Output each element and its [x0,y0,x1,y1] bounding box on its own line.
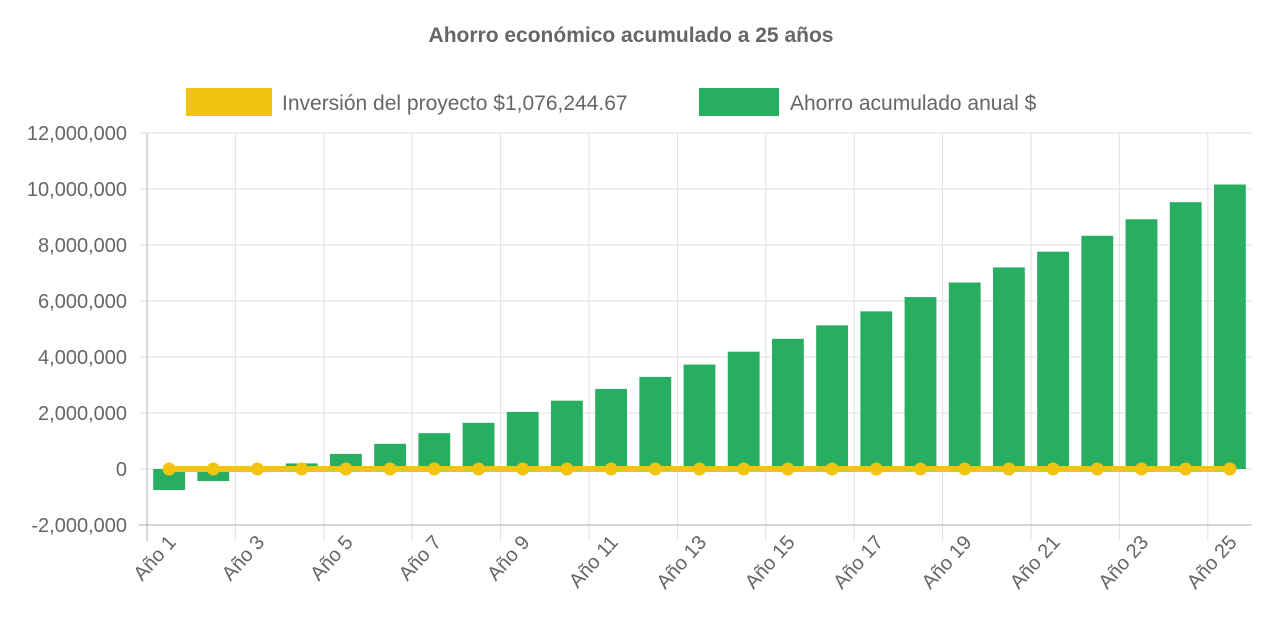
bar[interactable] [771,338,804,469]
y-tick-label: 10,000,000 [27,179,127,201]
x-tick-label: Año 25 [1183,532,1242,594]
line-point[interactable] [206,462,220,476]
y-tick-label: 4,000,000 [38,347,127,369]
bar[interactable] [1081,235,1114,469]
line-point[interactable] [914,462,927,476]
bar[interactable] [639,376,672,469]
legend-swatch-ahorro[interactable] [699,88,779,116]
line-point[interactable] [295,462,309,476]
line-point[interactable] [383,462,397,476]
x-tick-label: Año 1 [129,532,180,586]
bar[interactable] [904,297,937,469]
bar[interactable] [550,400,583,469]
y-tick-label: -2,000,000 [31,515,127,537]
bar[interactable] [1213,184,1246,469]
line-series-inversion [162,462,1237,476]
bar[interactable] [595,388,628,469]
line-point[interactable] [472,462,485,476]
line-point[interactable] [693,462,706,476]
line-point[interactable] [516,462,530,476]
line-point[interactable] [560,462,574,476]
line-point[interactable] [339,462,353,476]
bar[interactable] [1125,219,1158,469]
chart-title: Ahorro económico acumulado a 25 años [429,24,834,47]
x-tick-label: Año 5 [306,532,357,586]
line-point[interactable] [1090,462,1104,476]
bar[interactable] [992,267,1025,469]
y-tick-label: 0 [116,459,127,481]
y-tick-label: 6,000,000 [38,291,127,313]
line-point[interactable] [604,462,618,476]
line-point[interactable] [737,462,751,476]
line-point[interactable] [1002,462,1016,476]
legend-label-inversion[interactable]: Inversión del proyecto $1,076,244.67 [282,92,628,115]
x-tick-label: Año 15 [741,532,800,594]
line-point[interactable] [648,462,662,476]
x-tick-label: Año 3 [218,532,269,586]
y-tick-label: 8,000,000 [38,235,127,257]
bar[interactable] [683,364,716,469]
legend-label-ahorro[interactable]: Ahorro acumulado anual $ [790,92,1037,115]
x-tick-label: Año 23 [1094,532,1153,594]
line-point[interactable] [1135,462,1148,476]
bar[interactable] [727,351,760,469]
y-axis-ticks: -2,000,000 0 2,000,000 4,000,000 6,000,000 8,… [27,123,127,537]
line-point[interactable] [427,462,441,476]
x-tick-label: Año 9 [483,532,534,586]
y-tick-label: 12,000,000 [27,123,127,145]
bar[interactable] [506,411,539,469]
x-tick-label: Año 11 [565,532,623,593]
bar-series-ahorro [153,184,1246,490]
line-point[interactable] [162,462,176,476]
x-tick-label: Año 19 [918,532,977,594]
line-point[interactable] [1179,462,1193,476]
bar[interactable] [948,282,981,469]
bar[interactable] [1169,202,1202,469]
x-axis-ticks: Año 1 Año 3 Año 5 Año 7 Año 9 Año 11 Año 13 Año… [129,532,1241,594]
bar[interactable] [860,311,893,469]
line-point[interactable] [781,462,795,476]
x-tick-label: Año 21 [1006,532,1065,594]
line-point[interactable] [869,462,883,476]
legend: Inversión del proyecto $1,076,244.67 Aho… [186,88,1037,116]
bar[interactable] [462,422,495,469]
line-point[interactable] [251,462,264,476]
legend-swatch-inversion[interactable] [186,88,272,116]
x-tick-label: Año 7 [395,532,446,586]
x-tick-label: Año 13 [652,532,711,594]
bar[interactable] [153,469,186,490]
bar[interactable] [1037,251,1070,469]
line-point[interactable] [825,462,839,476]
y-tick-label: 2,000,000 [38,403,127,425]
bar[interactable] [329,453,362,469]
bar[interactable] [816,325,849,469]
grid [139,132,1252,541]
x-tick-label: Año 17 [829,532,888,594]
line-point[interactable] [1223,462,1237,476]
line-point[interactable] [1046,462,1060,476]
line-point[interactable] [958,462,972,476]
